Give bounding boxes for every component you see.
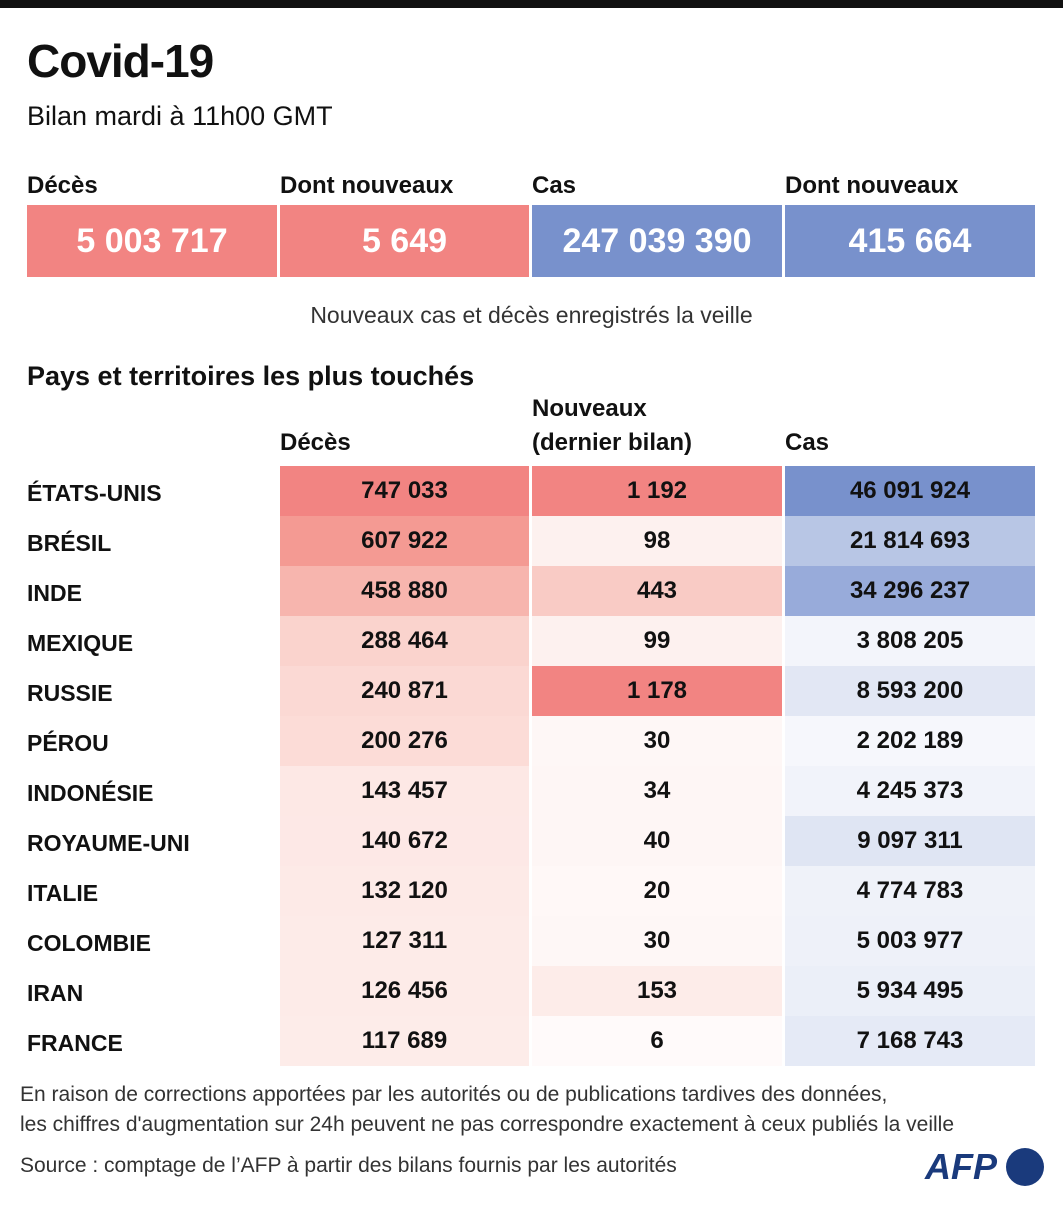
cell: 40 bbox=[532, 816, 782, 866]
country: MEXIQUE bbox=[27, 630, 134, 656]
cell: 99 bbox=[532, 616, 782, 666]
cell: 20 bbox=[532, 866, 782, 916]
summary-box: 5 003 717 bbox=[27, 205, 277, 277]
country: INDE bbox=[27, 580, 82, 606]
cell: 3 808 205 bbox=[785, 616, 1035, 666]
country: RUSSIE bbox=[27, 680, 113, 706]
cell: 7 168 743 bbox=[785, 1016, 1035, 1066]
cell: 443 bbox=[532, 566, 782, 616]
footnote: les chiffres d'augmentation sur 24h peuv… bbox=[20, 1113, 955, 1136]
cell: 30 bbox=[532, 916, 782, 966]
country: ROYAUME-UNI bbox=[27, 830, 190, 856]
cell: 5 003 977 bbox=[785, 916, 1035, 966]
column-header: Nouveaux bbox=[532, 395, 647, 422]
summary-label: Dont nouveaux bbox=[280, 172, 454, 199]
country: INDONÉSIE bbox=[27, 780, 154, 806]
summary-box: 5 649 bbox=[280, 205, 529, 277]
cell: 140 672 bbox=[280, 816, 529, 866]
cell: 747 033 bbox=[280, 466, 529, 516]
cell: 4 245 373 bbox=[785, 766, 1035, 816]
subtitle: Bilan mardi à 11h00 GMT bbox=[27, 101, 333, 131]
country: FRANCE bbox=[27, 1030, 123, 1056]
cell: 143 457 bbox=[280, 766, 529, 816]
cell: 126 456 bbox=[280, 966, 529, 1016]
cell: 8 593 200 bbox=[785, 666, 1035, 716]
cell: 240 871 bbox=[280, 666, 529, 716]
country: BRÉSIL bbox=[27, 530, 112, 556]
logo-dot bbox=[1006, 1148, 1044, 1186]
country: PÉROU bbox=[27, 730, 109, 756]
cell: 9 097 311 bbox=[785, 816, 1035, 866]
cell: 458 880 bbox=[280, 566, 529, 616]
country: ITALIE bbox=[27, 880, 99, 906]
cell: 6 bbox=[532, 1016, 782, 1066]
cell: 34 296 237 bbox=[785, 566, 1035, 616]
cell: 98 bbox=[532, 516, 782, 566]
cell: 2 202 189 bbox=[785, 716, 1035, 766]
country: COLOMBIE bbox=[27, 930, 151, 956]
cell: 127 311 bbox=[280, 916, 529, 966]
cell: 34 bbox=[532, 766, 782, 816]
title: Covid-19 bbox=[27, 35, 214, 87]
table-title: Pays et territoires les plus touchés bbox=[27, 361, 475, 391]
summary-box: 247 039 390 bbox=[532, 205, 782, 277]
cell: 4 774 783 bbox=[785, 866, 1035, 916]
cell: 153 bbox=[532, 966, 782, 1016]
cell: 30 bbox=[532, 716, 782, 766]
cell: 1 192 bbox=[532, 466, 782, 516]
column-header: Cas bbox=[785, 429, 830, 456]
logo: AFP bbox=[925, 1146, 997, 1187]
source: Source : comptage de l’AFP à partir des … bbox=[20, 1154, 677, 1177]
cell: 607 922 bbox=[280, 516, 529, 566]
cell: 46 091 924 bbox=[785, 466, 1035, 516]
cell: 288 464 bbox=[280, 616, 529, 666]
footnote: En raison de corrections apportées par l… bbox=[20, 1083, 888, 1106]
cell: 117 689 bbox=[280, 1016, 529, 1066]
cell: 1 178 bbox=[532, 666, 782, 716]
summary-label: Dont nouveaux bbox=[785, 172, 959, 199]
column-header: Décès bbox=[280, 429, 351, 456]
country: IRAN bbox=[27, 980, 84, 1006]
cell: 21 814 693 bbox=[785, 516, 1035, 566]
cell: 5 934 495 bbox=[785, 966, 1035, 1016]
summary-label: Décès bbox=[27, 172, 98, 199]
cell: 132 120 bbox=[280, 866, 529, 916]
note: Nouveaux cas et décès enregistrés la vei… bbox=[310, 302, 753, 328]
summary-box: 415 664 bbox=[785, 205, 1035, 277]
summary-label: Cas bbox=[532, 172, 577, 199]
column-header: (dernier bilan) bbox=[532, 429, 693, 456]
country: ÉTATS-UNIS bbox=[27, 480, 162, 506]
top-bar bbox=[0, 0, 1063, 8]
cell: 200 276 bbox=[280, 716, 529, 766]
